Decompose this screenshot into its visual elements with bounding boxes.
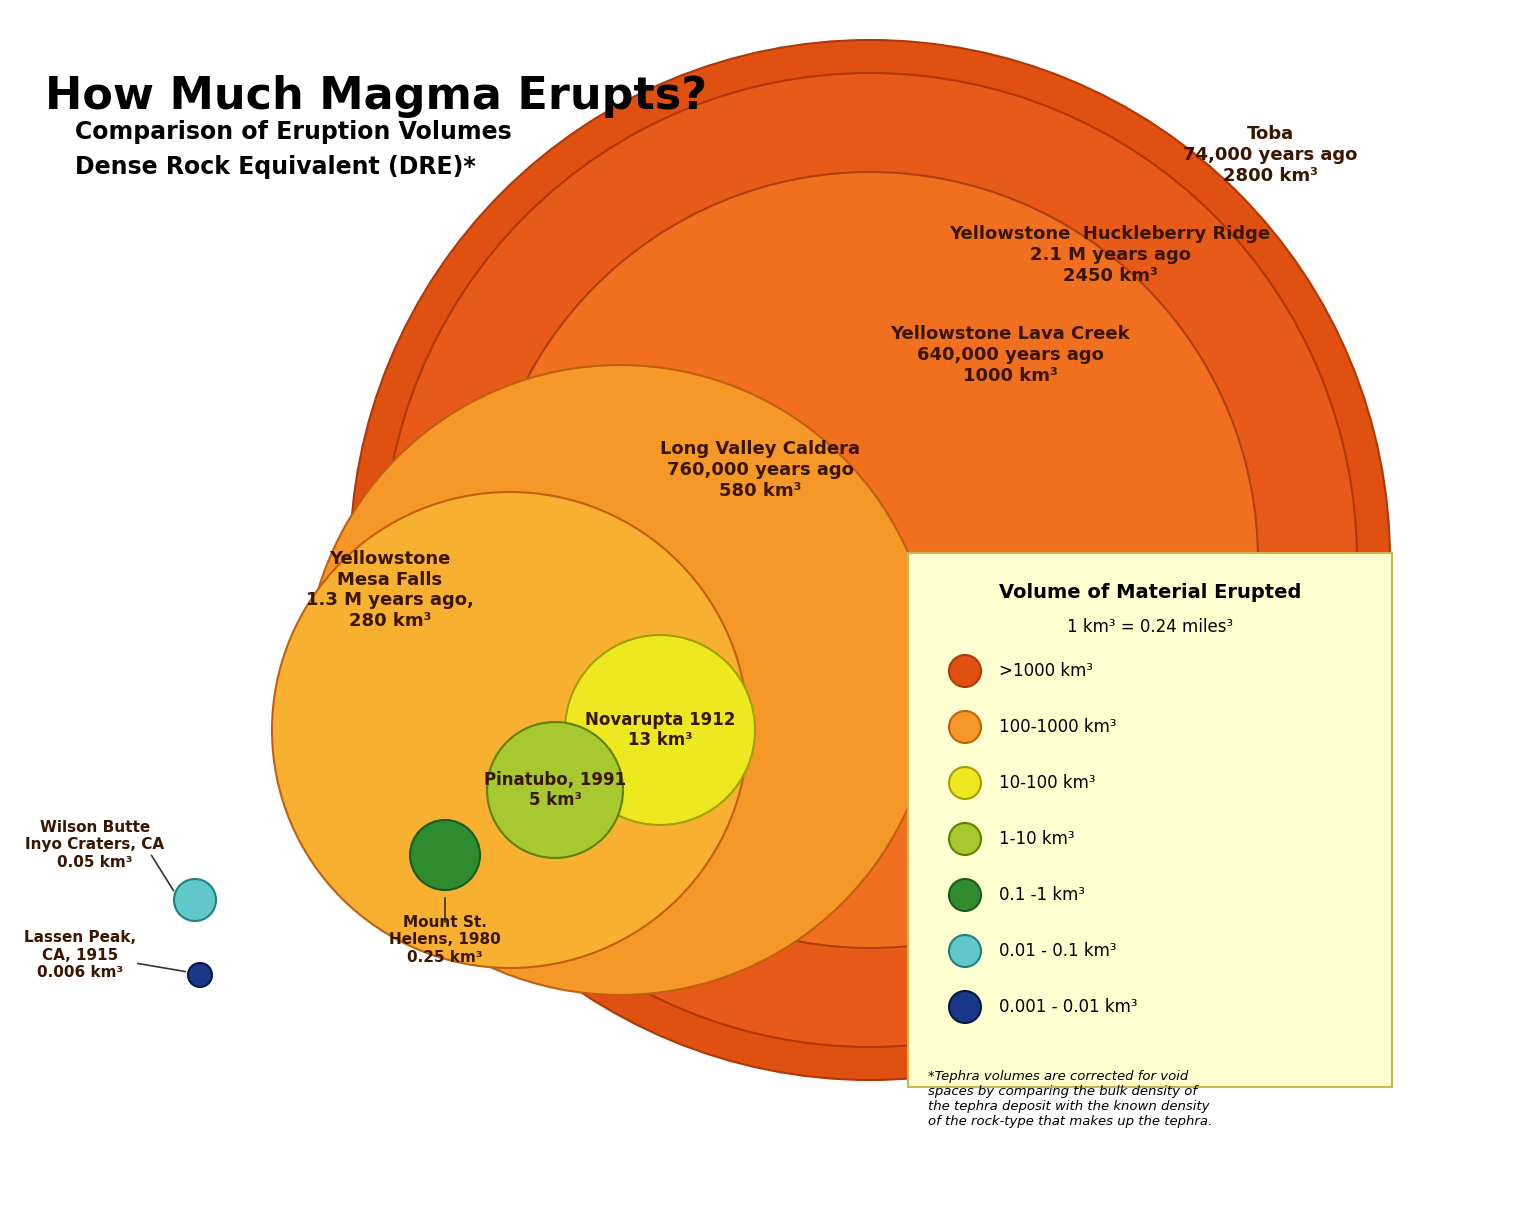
Circle shape <box>272 492 748 968</box>
Text: Comparison of Eruption Volumes: Comparison of Eruption Volumes <box>75 120 511 144</box>
Text: Long Valley Caldera
760,000 years ago
580 km³: Long Valley Caldera 760,000 years ago 58… <box>660 440 860 500</box>
Circle shape <box>949 879 982 911</box>
Text: Pinatubo, 1991
5 km³: Pinatubo, 1991 5 km³ <box>484 770 627 809</box>
Circle shape <box>949 935 982 967</box>
Circle shape <box>949 991 982 1023</box>
Circle shape <box>350 40 1390 1080</box>
Text: 0.1 -1 km³: 0.1 -1 km³ <box>998 885 1084 904</box>
Text: 0.001 - 0.01 km³: 0.001 - 0.01 km³ <box>998 998 1138 1016</box>
Text: Toba
74,000 years ago
2800 km³: Toba 74,000 years ago 2800 km³ <box>1183 125 1358 184</box>
Circle shape <box>565 634 756 825</box>
Text: 0.01 - 0.1 km³: 0.01 - 0.1 km³ <box>998 943 1117 959</box>
Text: Volume of Material Erupted: Volume of Material Erupted <box>998 583 1301 603</box>
Text: Lassen Peak,
CA, 1915
0.006 km³: Lassen Peak, CA, 1915 0.006 km³ <box>25 930 137 980</box>
Text: 100-1000 km³: 100-1000 km³ <box>998 718 1117 736</box>
Circle shape <box>482 172 1258 949</box>
Text: 1-10 km³: 1-10 km³ <box>998 830 1075 848</box>
Text: 10-100 km³: 10-100 km³ <box>998 774 1095 792</box>
Text: Novarupta 1912
13 km³: Novarupta 1912 13 km³ <box>585 711 736 750</box>
Circle shape <box>949 767 982 799</box>
Circle shape <box>382 73 1356 1047</box>
Circle shape <box>187 963 212 987</box>
Text: Yellowstone Lava Creek
640,000 years ago
1000 km³: Yellowstone Lava Creek 640,000 years ago… <box>891 325 1130 385</box>
Text: Wilson Butte
Inyo Craters, CA
0.05 km³: Wilson Butte Inyo Craters, CA 0.05 km³ <box>26 820 164 870</box>
Circle shape <box>306 365 935 995</box>
Text: Dense Rock Equivalent (DRE)*: Dense Rock Equivalent (DRE)* <box>75 155 476 180</box>
Circle shape <box>174 879 217 921</box>
Text: Yellowstone
Mesa Falls
1.3 M years ago,
280 km³: Yellowstone Mesa Falls 1.3 M years ago, … <box>306 549 475 631</box>
Text: *Tephra volumes are corrected for void
spaces by comparing the bulk density of
t: *Tephra volumes are corrected for void s… <box>928 1070 1212 1128</box>
Circle shape <box>949 655 982 687</box>
Circle shape <box>949 822 982 855</box>
Text: >1000 km³: >1000 km³ <box>998 662 1094 680</box>
Circle shape <box>410 820 479 890</box>
FancyBboxPatch shape <box>908 553 1392 1087</box>
Text: How Much Magma Erupts?: How Much Magma Erupts? <box>45 75 707 118</box>
Text: Yellowstone  Huckleberry Ridge
2.1 M years ago
2450 km³: Yellowstone Huckleberry Ridge 2.1 M year… <box>949 226 1270 285</box>
Circle shape <box>487 722 624 858</box>
Circle shape <box>949 711 982 744</box>
Text: Mount St.
Helens, 1980
0.25 km³: Mount St. Helens, 1980 0.25 km³ <box>389 915 501 964</box>
Text: 1 km³ = 0.24 miles³: 1 km³ = 0.24 miles³ <box>1068 617 1233 636</box>
